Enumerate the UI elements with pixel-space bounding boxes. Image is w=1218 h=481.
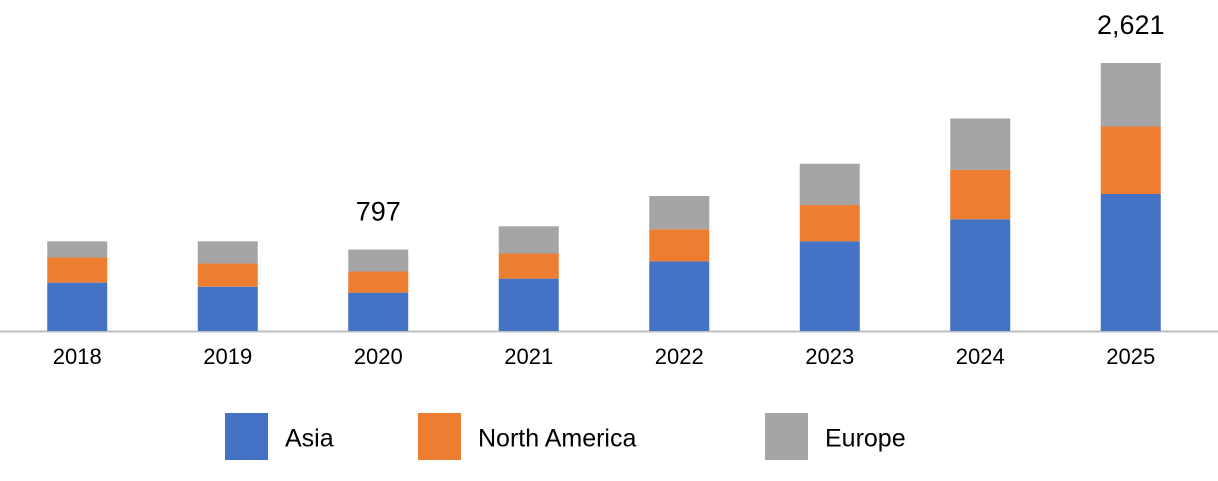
bar-segment [799,241,860,331]
bar-segment [649,229,710,262]
x-tick-label: 2019 [203,344,252,369]
x-tick-label: 2022 [655,344,704,369]
x-tick-label: 2025 [1106,344,1155,369]
legend-label: Asia [285,425,334,453]
total-label: 2,621 [1097,10,1165,40]
legend-swatch [225,413,268,460]
x-tick-label: 2024 [956,344,1005,369]
bar-segment [498,226,559,254]
bar-segment [649,261,710,331]
bar-segment [950,219,1011,331]
x-tick-label: 2020 [354,344,403,369]
x-tick-label: 2023 [805,344,854,369]
legend-label: North America [478,425,636,453]
legend-label: Europe [825,425,906,453]
bar-segment [47,257,108,283]
bar-segment [1100,126,1161,194]
bar-segment [1100,193,1161,331]
bar-segment [47,241,108,258]
bar-segment [950,118,1011,170]
bar-segment [348,249,409,272]
bar-segment [197,263,258,287]
bar-segment [1100,63,1161,127]
bar-segment [47,282,108,331]
x-tick-label: 2018 [53,344,102,369]
legend-swatch [765,413,808,460]
bar-segment [348,271,409,293]
bar-segment [498,278,559,331]
bar-segment [799,163,860,206]
total-label: 797 [356,197,401,227]
bar-segment [197,286,258,331]
bar-segment [197,241,258,264]
legend-swatch [418,413,461,460]
bar-segment [950,169,1011,220]
bar-segment [649,196,710,230]
bar-segment [348,292,409,331]
x-tick-label: 2021 [504,344,553,369]
bar-segment [799,205,860,242]
bar-segment [498,253,559,279]
